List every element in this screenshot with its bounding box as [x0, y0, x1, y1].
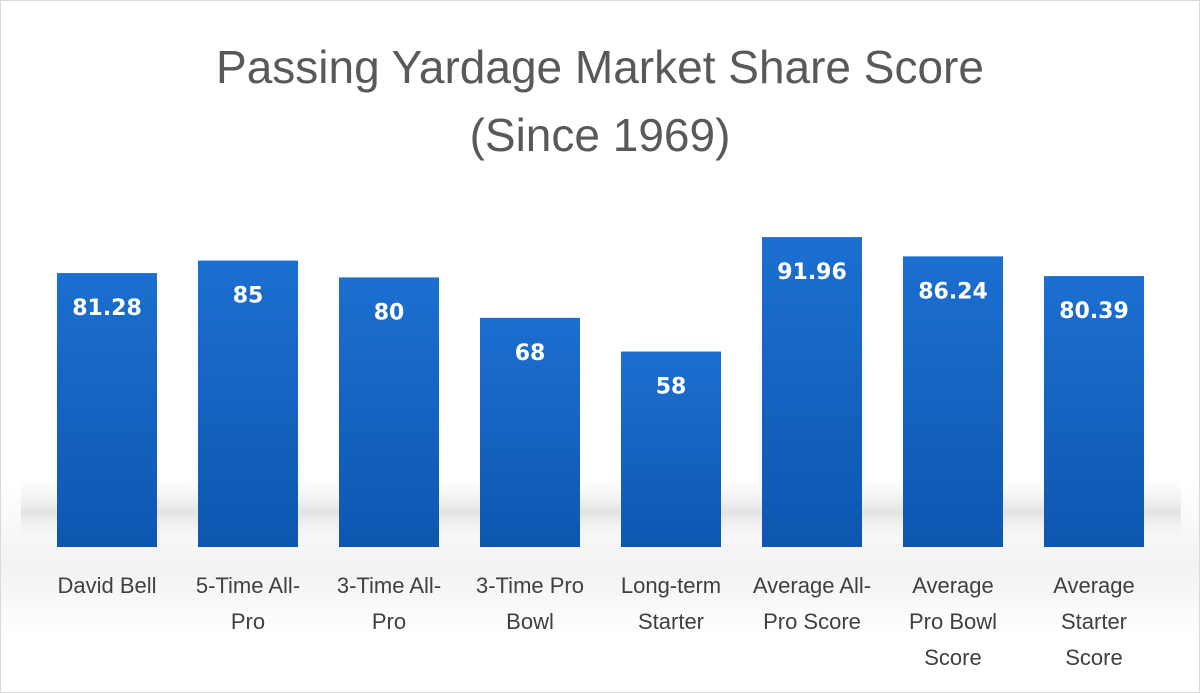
category-label-line: David Bell: [57, 573, 156, 598]
bar-6: [762, 237, 862, 548]
category-label-line: 5-Time All-: [196, 573, 300, 598]
bar-value-label-7: 86.24: [918, 279, 988, 304]
category-label-8: Average Starter Score: [1053, 573, 1135, 670]
category-label-line: Pro: [372, 609, 406, 634]
category-label-line: Pro Bowl: [909, 609, 997, 634]
category-label-line: Score: [924, 645, 981, 670]
category-label-6: Average All- Pro Score: [753, 573, 871, 634]
category-label-line: 3-Time Pro: [476, 573, 584, 598]
bar-value-label-1: 81.28: [72, 296, 142, 321]
category-label-line: Starter: [638, 609, 704, 634]
bar-4: [480, 317, 580, 547]
bar-value-label-4: 68: [515, 341, 546, 366]
category-label-line: Average All-: [753, 573, 871, 598]
category-label-5: Long-term Starter: [621, 573, 721, 634]
bar-value-label-8: 80.39: [1059, 299, 1129, 324]
category-label-3: 3-Time All- Pro: [337, 573, 441, 634]
category-label-line: Long-term: [621, 573, 721, 598]
chart-title-line-1: Passing Yardage Market Share Score: [216, 41, 984, 93]
category-label-4: 3-Time Pro Bowl: [476, 573, 584, 634]
bar-7: [903, 256, 1003, 547]
bar-5: [621, 351, 721, 547]
category-label-line: 3-Time All-: [337, 573, 441, 598]
category-label-line: Average: [912, 573, 994, 598]
category-label-1: David Bell: [57, 573, 156, 598]
bar-value-label-6: 91.96: [777, 260, 847, 285]
bar-value-label-5: 58: [656, 375, 687, 400]
chart-title-line-2: (Since 1969): [470, 109, 731, 161]
category-label-line: Starter: [1061, 609, 1127, 634]
category-label-line: Score: [1065, 645, 1122, 670]
category-label-2: 5-Time All- Pro: [196, 573, 300, 634]
category-label-line: Pro: [231, 609, 265, 634]
floor-shadow: [21, 471, 1181, 546]
category-label-line: Pro Score: [763, 609, 861, 634]
bar-value-label-3: 80: [374, 300, 405, 325]
bars-group: [57, 237, 1144, 548]
bar-value-label-2: 85: [233, 284, 264, 309]
bar-2: [198, 260, 298, 547]
bar-1: [57, 273, 157, 547]
bar-3: [339, 277, 439, 547]
value-labels-group: 81.28 85 80 68 58 91.96 86.24 80.39: [72, 260, 1129, 399]
category-label-7: Average Pro Bowl Score: [909, 573, 997, 670]
category-label-line: Bowl: [506, 609, 554, 634]
category-label-line: Average: [1053, 573, 1135, 598]
bar-8: [1044, 276, 1144, 547]
